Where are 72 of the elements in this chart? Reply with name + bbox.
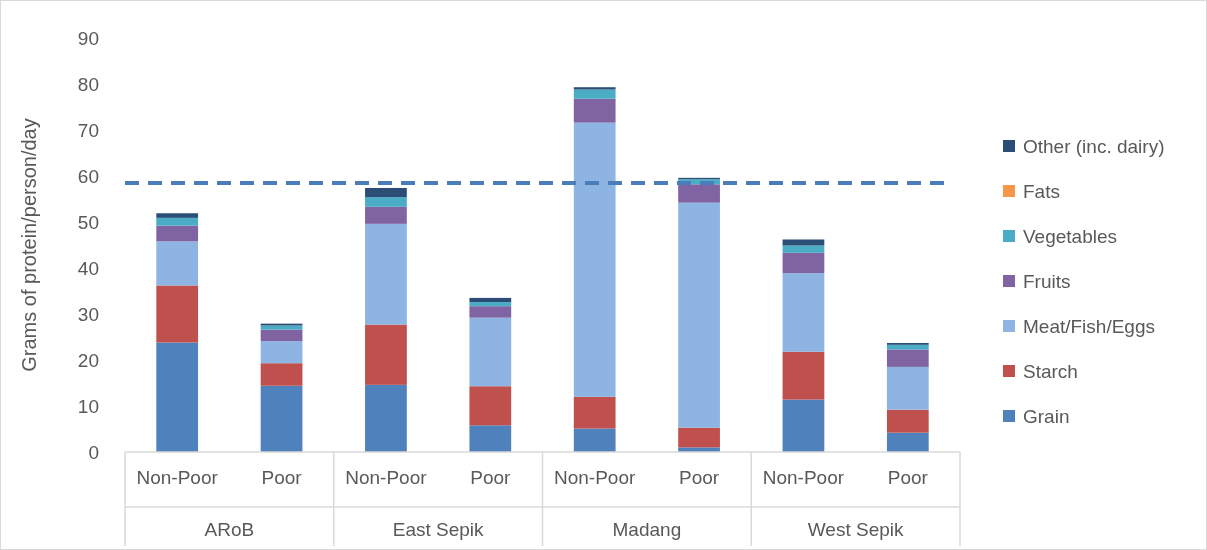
bar (469, 317, 512, 387)
bar (782, 399, 825, 452)
bar (573, 396, 616, 429)
bar (782, 351, 825, 400)
bar (469, 306, 512, 318)
bar (365, 324, 407, 385)
y-tick-label: 50 (77, 211, 99, 233)
x-tick-label: Non-Poor (136, 467, 219, 488)
y-tick-label: 60 (77, 165, 99, 187)
bar (365, 223, 407, 325)
y-tick-label: 90 (77, 27, 99, 49)
bar (886, 349, 929, 367)
legend-label: Fats (1023, 180, 1060, 202)
bar (365, 206, 407, 224)
bar (260, 329, 303, 342)
bar (782, 252, 825, 274)
y-tick-label: 30 (77, 303, 99, 325)
bar (469, 302, 512, 307)
x-tick-label: Poor (261, 467, 303, 488)
legend-label: Vegetables (1023, 225, 1118, 247)
bar (260, 363, 303, 386)
bar (886, 432, 929, 452)
bar (573, 98, 616, 123)
text: ARoB (204, 519, 255, 540)
y-axis-title: Grams of protein/person/day (18, 118, 40, 372)
legend-label: Meat/Fish/Eggs (1023, 315, 1155, 337)
legend-label: Fruits (1023, 270, 1071, 292)
bar (573, 87, 616, 90)
text: East Sepik (392, 519, 485, 540)
bar (260, 341, 303, 364)
bar (365, 384, 407, 452)
y-tick-label: 20 (77, 349, 99, 371)
bar (260, 385, 303, 452)
y-tick-label: 10 (77, 395, 99, 417)
bar (678, 184, 720, 203)
bar (365, 187, 407, 198)
y-tick-label: 70 (77, 119, 99, 141)
x-tick-label: Non-Poor (554, 467, 637, 488)
bar (782, 273, 825, 352)
bar (782, 245, 825, 253)
bar (156, 342, 199, 452)
bar (156, 241, 199, 286)
bar (260, 325, 303, 330)
bar (886, 366, 929, 410)
bar (469, 386, 512, 426)
bar (678, 202, 720, 428)
bar (156, 217, 199, 226)
bar (156, 225, 199, 242)
bar (156, 285, 199, 343)
bar (886, 409, 929, 433)
x-tick-label: Poor (470, 467, 512, 488)
legend-label: Grain (1023, 405, 1070, 427)
text: Madang (612, 519, 682, 540)
legend-label: Other (inc. dairy) (1023, 135, 1165, 157)
bar (678, 427, 720, 448)
bar (156, 213, 199, 218)
bar (573, 428, 616, 452)
text: West Sepik (807, 519, 904, 540)
legend-label: Starch (1023, 360, 1078, 382)
x-tick-label: Non-Poor (762, 467, 845, 488)
x-tick-label: Non-Poor (345, 467, 428, 488)
y-tick-label: 40 (77, 257, 99, 279)
bar (469, 425, 512, 452)
bar (365, 197, 407, 207)
bar (469, 297, 512, 303)
bar (782, 239, 825, 246)
bar (573, 89, 616, 99)
x-tick-label: Poor (678, 467, 720, 488)
bar (573, 122, 616, 397)
y-tick-label: 0 (88, 441, 99, 463)
x-tick-label: Poor (887, 467, 929, 488)
y-tick-label: 80 (77, 73, 99, 95)
